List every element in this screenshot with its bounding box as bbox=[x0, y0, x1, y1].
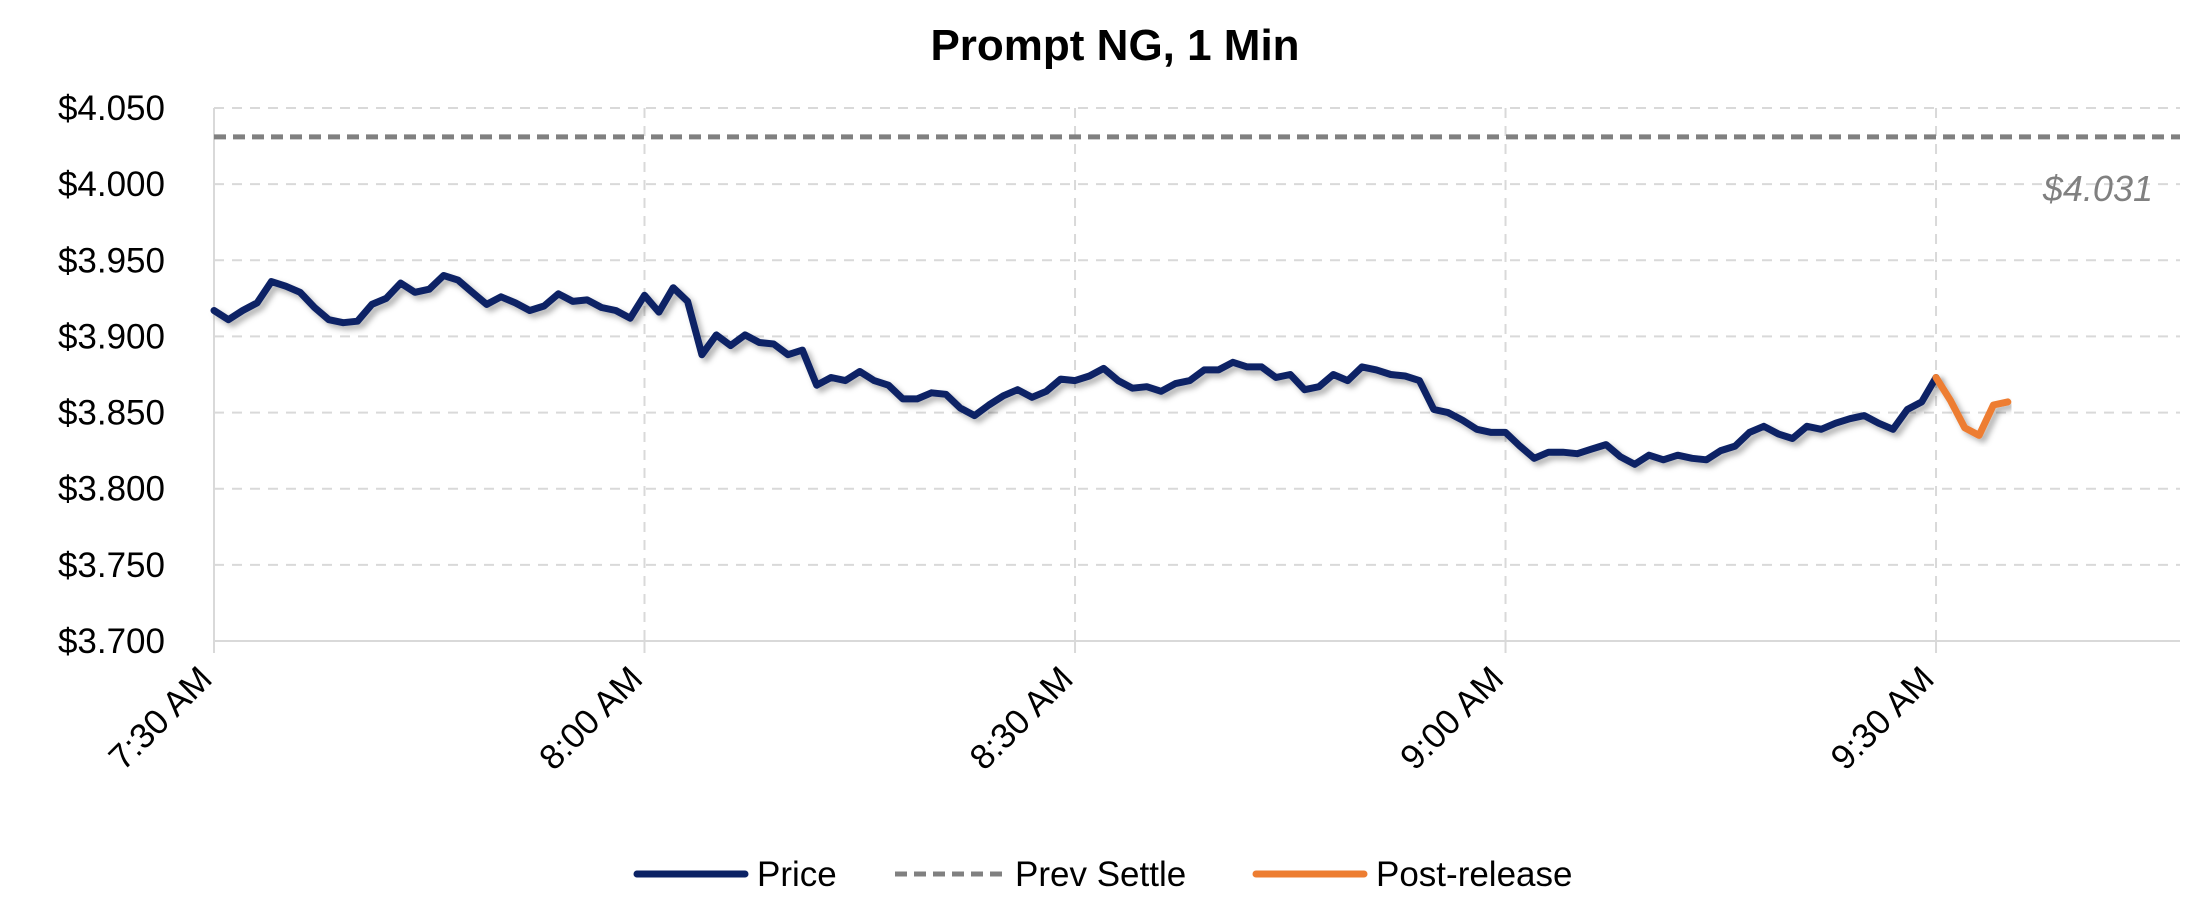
x-tick-label: 8:00 AM bbox=[532, 659, 650, 777]
chart-title: Prompt NG, 1 Min bbox=[930, 21, 1299, 70]
x-tick-label: 7:30 AM bbox=[101, 659, 219, 777]
prev-settle-annotation: $4.031 bbox=[2042, 168, 2153, 209]
y-tick-label: $3.750 bbox=[58, 546, 165, 585]
y-tick-label: $3.800 bbox=[58, 470, 165, 509]
reference-line-group: $4.031 bbox=[214, 134, 2180, 209]
y-tick-label: $4.000 bbox=[58, 165, 165, 204]
y-tick-label: $3.900 bbox=[58, 317, 165, 356]
legend-label-price: Price bbox=[757, 855, 837, 894]
series-line-price bbox=[210, 272, 1940, 468]
y-tick-label: $3.700 bbox=[58, 622, 165, 661]
x-tick-label: 9:00 AM bbox=[1393, 659, 1511, 777]
axes: $3.700 $3.750 $3.800 $3.850 $3.900 $3.950 $4.0… bbox=[58, 89, 2180, 777]
gridlines bbox=[214, 107, 2180, 641]
series-line-post-release bbox=[1932, 374, 2012, 439]
y-tick-label: $3.950 bbox=[58, 241, 165, 280]
x-tick-label: 8:30 AM bbox=[962, 659, 1080, 777]
y-tick-label: $3.850 bbox=[58, 394, 165, 433]
series-group bbox=[210, 272, 2012, 468]
x-tick-label: 9:30 AM bbox=[1823, 659, 1941, 777]
legend-label-post-release: Post-release bbox=[1376, 855, 1572, 894]
legend: Price Prev Settle Post-release bbox=[633, 855, 1572, 894]
y-tick-label: $4.050 bbox=[58, 89, 165, 128]
legend-label-prev-settle: Prev Settle bbox=[1015, 855, 1186, 894]
